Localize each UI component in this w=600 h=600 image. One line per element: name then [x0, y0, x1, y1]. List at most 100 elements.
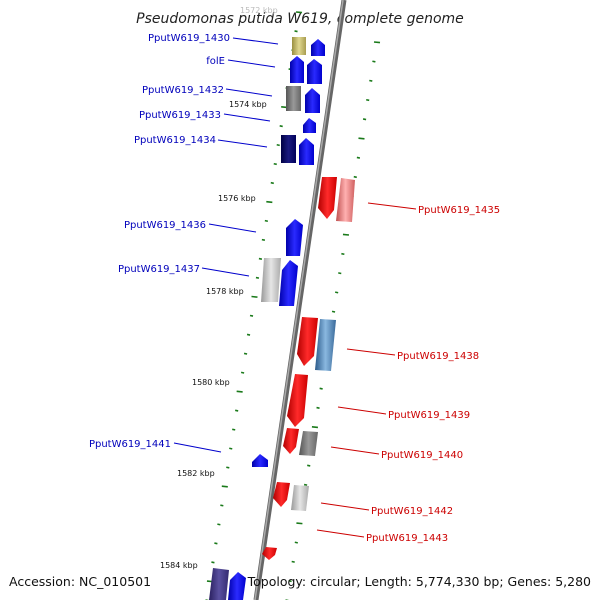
gene-folE-arrow-2[interactable]	[307, 59, 322, 84]
tick-mark	[294, 30, 298, 33]
tick-mark	[331, 310, 336, 313]
tick-mark	[249, 314, 254, 317]
tick-mark	[229, 447, 233, 450]
tick-mark	[266, 200, 273, 204]
topology-text: Topology: circular; Length: 5,774,330 bp…	[247, 574, 591, 589]
gene-PputW619_1442-arrow[interactable]	[273, 482, 290, 507]
forward-genes	[209, 37, 325, 600]
tick-label-1582: 1582 kbp	[177, 469, 215, 478]
tick-mark	[296, 522, 303, 525]
tick-track	[205, 11, 381, 600]
tick-mark	[276, 143, 280, 147]
tick-label-1584: 1584 kbp	[160, 561, 198, 570]
label-PputW619_1439[interactable]: PputW619_1439	[388, 410, 470, 421]
gene-PputW619_1437-arrow[interactable]	[279, 260, 298, 306]
label-PputW619_1441[interactable]: PputW619_1441	[89, 439, 171, 450]
gene-PputW619_1442-block[interactable]	[291, 485, 309, 511]
gene-PputW619_1440-arrow[interactable]	[283, 428, 299, 454]
gene-folE-arrow-top[interactable]	[311, 39, 325, 56]
label-PputW619_1436[interactable]: PputW619_1436	[124, 220, 206, 231]
left-gene-labels: PputW619_1430 folE PputW619_1432 PputW61…	[89, 33, 230, 450]
gene-PputW619_1434-arrow[interactable]	[299, 138, 314, 165]
tick-mark	[251, 295, 258, 298]
tick-mark	[240, 371, 245, 374]
tick-mark	[270, 181, 274, 185]
gene-PputW619_1436-arrow[interactable]	[286, 219, 303, 256]
tick-mark	[294, 541, 298, 544]
gene-PputW619_1435-block[interactable]	[336, 178, 355, 222]
gene-PputW619_1432-arrow[interactable]	[305, 88, 320, 113]
tick-mark	[303, 483, 308, 486]
label-folE[interactable]: folE	[206, 56, 225, 67]
label-PputW619_1442[interactable]: PputW619_1442	[371, 506, 453, 517]
tick-label-1576: 1576 kbp	[218, 194, 256, 203]
tick-labels: 1572 kbp 1574 kbp 1576 kbp 1578 kbp 1580…	[160, 6, 278, 570]
tick-mark	[261, 238, 266, 241]
tick-mark	[291, 560, 295, 563]
tick-mark	[341, 252, 345, 256]
label-PputW619_1435[interactable]: PputW619_1435	[418, 205, 500, 216]
reverse-genes	[262, 177, 355, 560]
left-leader-lines	[173, 37, 279, 453]
tick-mark	[295, 11, 303, 14]
tick-mark	[334, 291, 339, 294]
map-title: Pseudomonas putida W619, complete genome	[136, 11, 464, 27]
tick-mark	[235, 409, 239, 412]
tick-label-1578: 1578 kbp	[206, 287, 244, 296]
tick-mark	[264, 219, 269, 223]
tick-mark	[307, 464, 311, 467]
label-PputW619_1443[interactable]: PputW619_1443	[366, 533, 448, 544]
label-PputW619_1433[interactable]: PputW619_1433	[139, 110, 221, 121]
gene-PputW619_1432-block[interactable]	[286, 86, 301, 111]
gene-folE-arrow[interactable]	[290, 56, 304, 83]
gene-PputW619_1433-arrow[interactable]	[303, 118, 316, 133]
tick-mark	[236, 390, 243, 393]
tick-mark	[214, 542, 218, 545]
gene-PputW619_1443-arrow[interactable]	[262, 547, 277, 560]
accession-text: Accession: NC_010501	[9, 574, 151, 589]
label-PputW619_1438[interactable]: PputW619_1438	[397, 351, 479, 362]
tick-mark	[246, 333, 251, 336]
tick-label-1580: 1580 kbp	[192, 378, 230, 387]
gene-bottom-blue-arrow[interactable]	[228, 572, 246, 600]
tick-mark	[373, 41, 381, 44]
tick-mark	[366, 98, 370, 102]
gene-PputW619_1438-block[interactable]	[315, 319, 336, 371]
gene-PputW619_1435-arrow[interactable]	[318, 177, 337, 219]
tick-mark	[232, 428, 236, 431]
tick-mark	[362, 118, 367, 121]
gene-PputW619_1430-block[interactable]	[292, 37, 306, 55]
tick-mark	[273, 162, 277, 166]
tick-label-1574: 1574 kbp	[229, 100, 267, 109]
label-PputW619_1434[interactable]: PputW619_1434	[134, 135, 216, 146]
tick-mark	[255, 276, 260, 279]
tick-mark	[243, 352, 248, 355]
tick-mark	[258, 257, 263, 260]
tick-mark	[353, 175, 357, 179]
tick-mark	[311, 426, 319, 429]
gene-bottom-purple[interactable]	[209, 568, 229, 600]
label-PputW619_1432[interactable]: PputW619_1432	[142, 85, 224, 96]
label-PputW619_1437[interactable]: PputW619_1437	[118, 264, 200, 275]
tick-mark	[372, 60, 376, 63]
tick-mark	[217, 523, 221, 526]
gene-PputW619_1437-block[interactable]	[261, 258, 281, 302]
tick-mark	[338, 272, 342, 275]
gene-PputW619_1440-block[interactable]	[299, 431, 318, 456]
label-PputW619_1440[interactable]: PputW619_1440	[381, 450, 463, 461]
gene-PputW619_1439-arrow[interactable]	[287, 374, 308, 427]
tick-mark	[226, 466, 230, 469]
tick-mark	[356, 156, 361, 159]
right-gene-labels: PputW619_1435 PputW619_1438 PputW619_143…	[366, 205, 500, 544]
gene-PputW619_1441-arrow[interactable]	[252, 454, 268, 467]
tick-mark	[342, 233, 350, 236]
tick-mark	[221, 485, 228, 488]
gene-PputW619_1434-block[interactable]	[281, 135, 296, 163]
tick-mark	[279, 125, 283, 128]
label-PputW619_1430[interactable]: PputW619_1430	[148, 33, 230, 44]
tick-mark	[358, 137, 365, 140]
tick-mark	[211, 561, 215, 564]
gene-PputW619_1438-arrow[interactable]	[297, 317, 318, 366]
tick-mark	[288, 579, 292, 583]
